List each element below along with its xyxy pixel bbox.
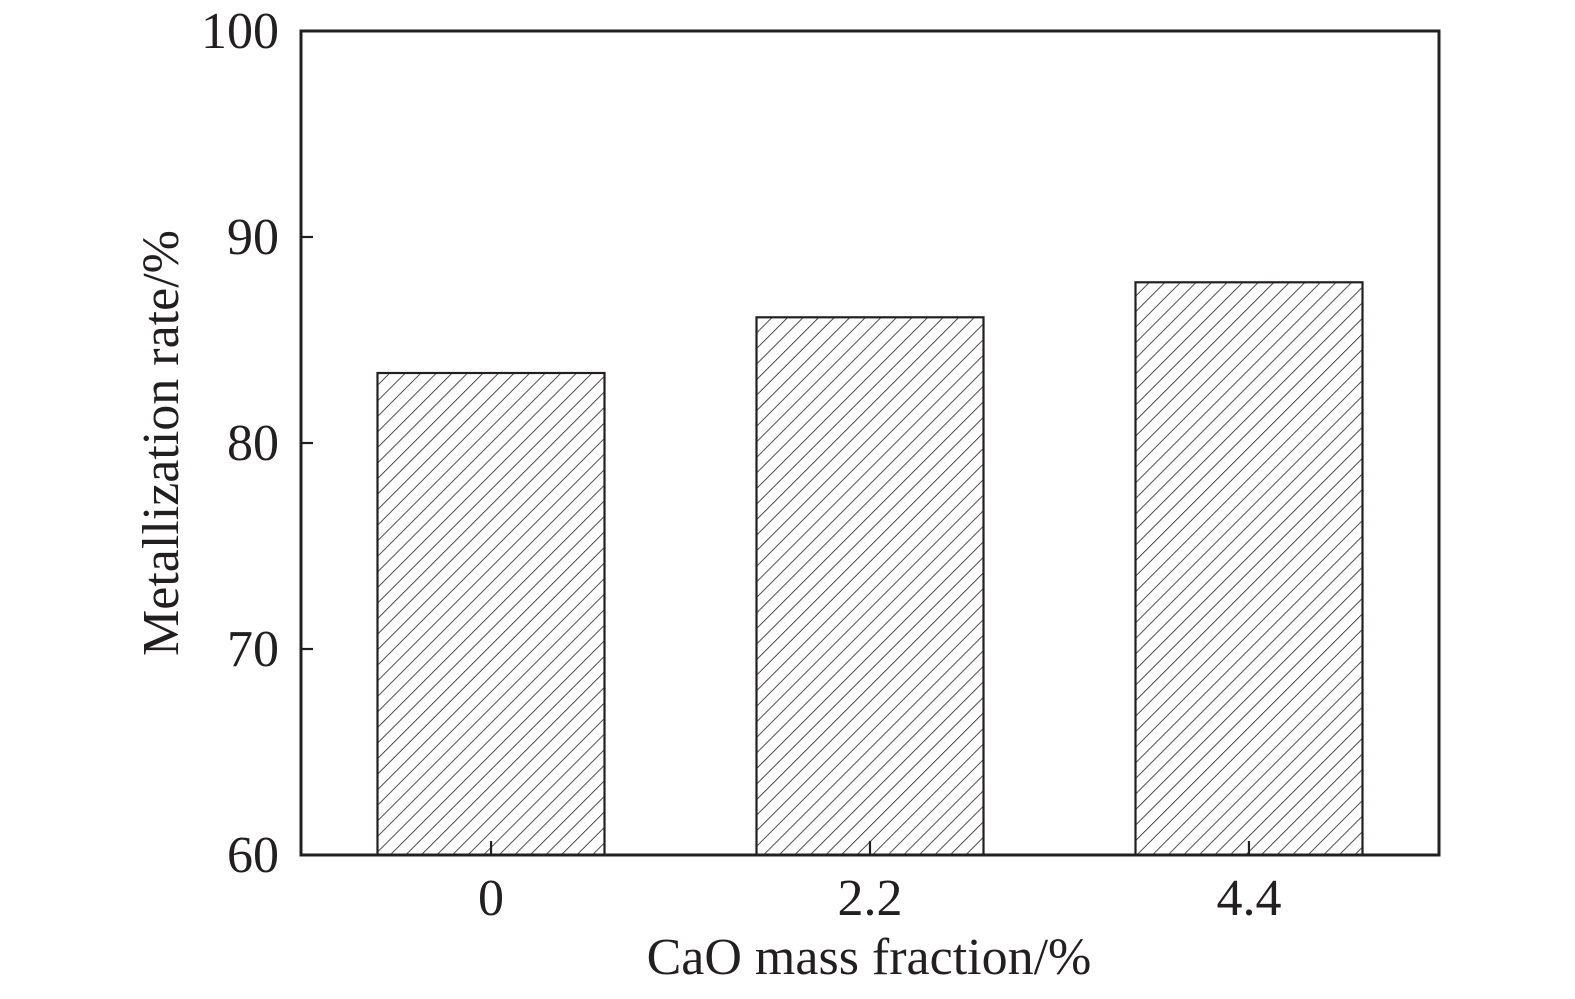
y-tick-label: 100 (201, 3, 279, 60)
x-axis: 0 2.2 4.4 (478, 841, 1281, 927)
y-tick-label: 70 (227, 621, 279, 678)
bar-2.2 (755, 316, 985, 857)
bars-layer (376, 281, 1364, 857)
x-axis-title: CaO mass fraction/% (647, 929, 1092, 986)
bar-4.4 (1134, 281, 1364, 857)
y-tick-label: 90 (227, 209, 279, 266)
bar-0 (376, 371, 606, 857)
y-axis-title: Metallization rate/% (133, 230, 190, 656)
y-axis: 60 70 80 90 100 (201, 3, 313, 884)
x-tick-label: 0 (478, 870, 504, 927)
x-tick-label: 4.4 (1216, 870, 1281, 927)
y-tick-label: 60 (227, 827, 279, 884)
x-tick-label: 2.2 (838, 870, 903, 927)
y-tick-label: 80 (227, 415, 279, 472)
